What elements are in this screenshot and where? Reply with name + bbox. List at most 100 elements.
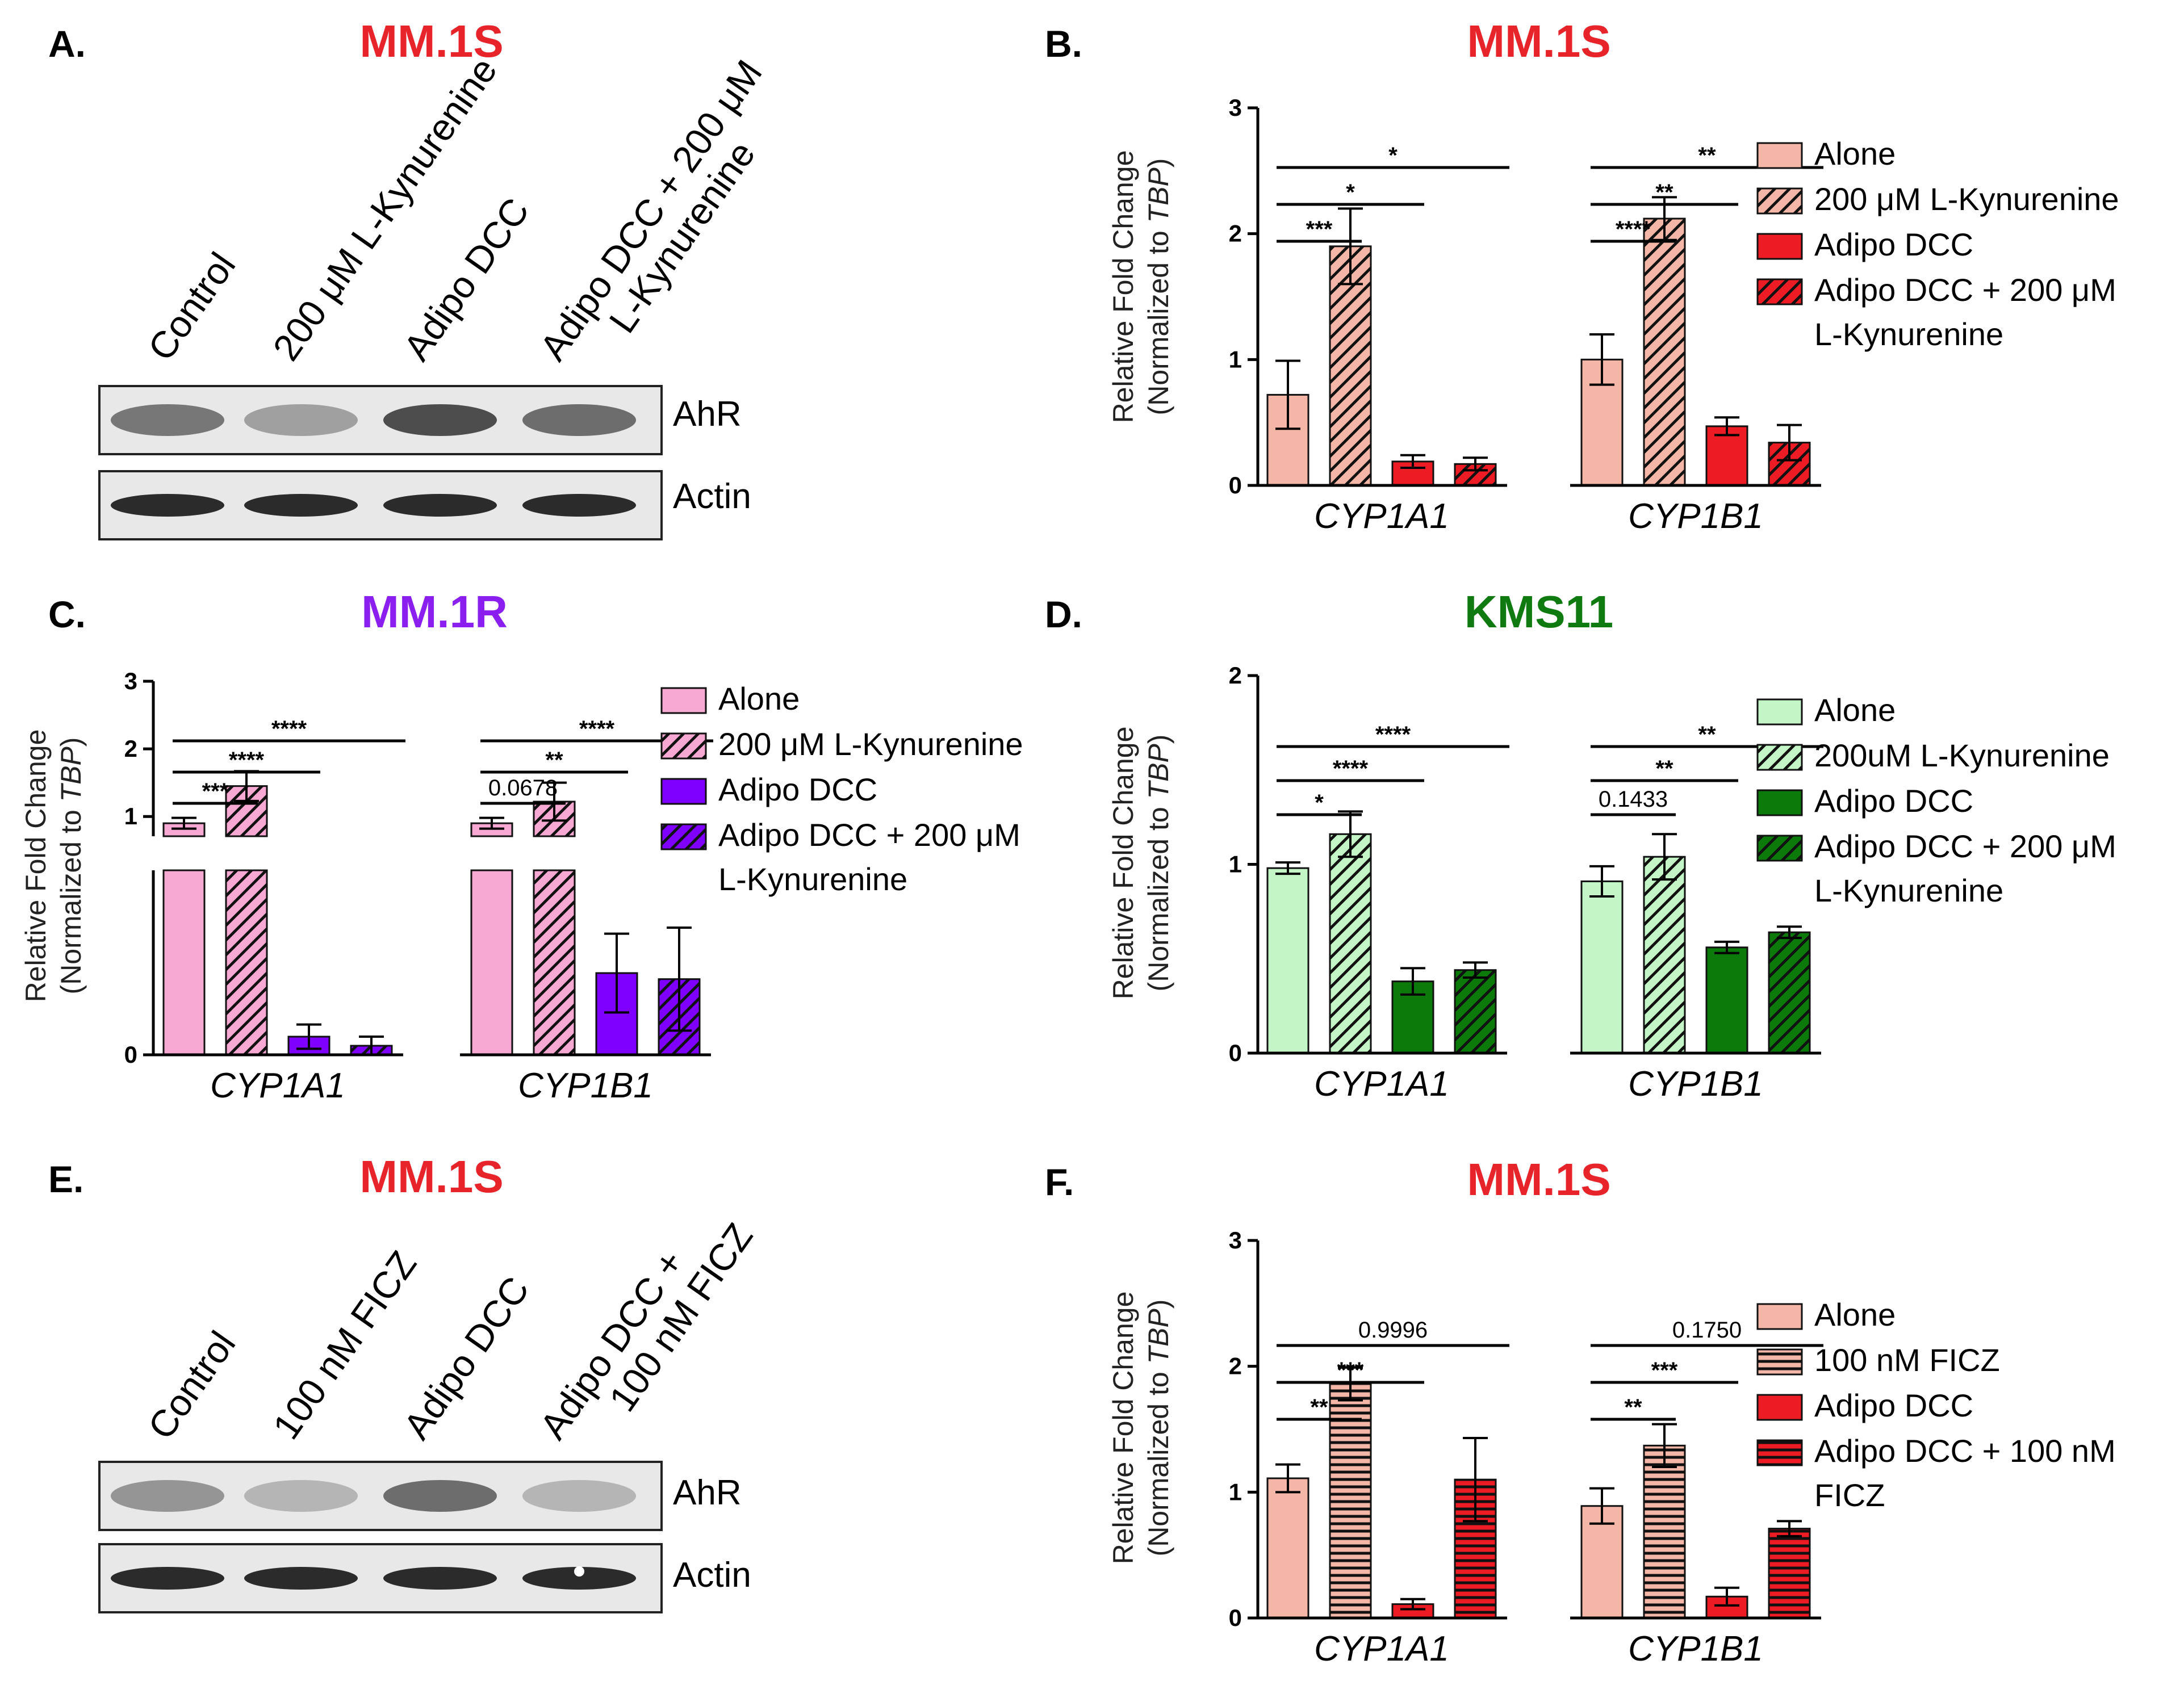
legend-label: Adipo DCC + 200 μM L-Kynurenine	[718, 817, 1020, 897]
bar	[1329, 245, 1372, 487]
legend-swatch	[1756, 744, 1803, 771]
y-axis-label: Relative Fold Change (Normalized to TBP)	[1107, 150, 1174, 424]
ahr-band	[383, 1480, 497, 1512]
x-category-label: CYP1A1	[1314, 1629, 1449, 1669]
y-tick-label: 0	[1229, 472, 1242, 498]
bar	[1454, 969, 1497, 1054]
actin-band	[111, 494, 224, 517]
significance-label: ***	[1651, 1358, 1678, 1383]
legend-label: Adipo DCC + 100 nM FICZ	[1814, 1433, 2116, 1513]
significance-label: **	[1624, 1395, 1642, 1420]
y-axis-label: Relative Fold Change (Normalized to TBP)	[20, 730, 87, 1003]
x-category-label: CYP1A1	[210, 1066, 345, 1105]
significance-label: 0.0678	[488, 775, 558, 800]
ahr-blot	[98, 1461, 663, 1531]
legend-label: Alone	[1814, 692, 1896, 728]
legend-label: 200 μM L-Kynurenine	[1814, 181, 2119, 217]
ahr-band	[383, 404, 497, 436]
y-axis-label: Relative Fold Change (Normalized to TBP)	[1107, 1292, 1174, 1565]
bar	[1643, 856, 1686, 1054]
ahr-label: AhR	[673, 1473, 742, 1512]
x-category-label: CYP1A1	[1314, 497, 1449, 536]
significance-label: **	[545, 748, 563, 773]
lane-label: Adipo DCC +100 nM FICZ	[532, 1192, 761, 1470]
significance-label: 0.9996	[1358, 1318, 1428, 1343]
chart-panel-b: B. MM.1S 0 1 2 3 Relative Fold Change (Normaliz…	[1045, 16, 2119, 536]
legend-swatch	[1756, 1348, 1803, 1376]
y-tick-label: 2	[1229, 662, 1242, 689]
legend-label: 200uM L-Kynurenine	[1814, 737, 2110, 773]
legend-label: Adipo DCC	[1814, 227, 1973, 262]
legend-swatch	[660, 823, 707, 850]
ahr-band	[111, 404, 224, 436]
lane-label: Control	[140, 245, 244, 368]
legend-label: Adipo DCC	[1814, 1387, 1973, 1423]
x-category-label: CYP1B1	[1628, 1629, 1763, 1669]
legend-swatch	[1756, 1394, 1803, 1421]
legend-label: Alone	[1814, 1297, 1896, 1332]
bar	[225, 869, 268, 1056]
legend-swatch	[1756, 142, 1803, 169]
actin-band	[522, 494, 636, 517]
legend-swatch	[1756, 1439, 1803, 1466]
significance-label: ****	[229, 748, 265, 773]
legend-label: Adipo DCC + 200 μM L-Kynurenine	[1814, 272, 2116, 352]
blot-artifact	[574, 1566, 584, 1577]
significance-label: ***	[1337, 1358, 1364, 1383]
bar	[1580, 358, 1624, 487]
ahr-band	[244, 404, 358, 436]
chart-panel-d: D. KMS11 0 1 2 Relative Fold Change (Normalize…	[1045, 586, 2116, 1104]
bar	[1266, 1477, 1309, 1619]
legend-swatch	[1756, 233, 1803, 260]
panel-title: MM.1R	[361, 586, 508, 637]
actin-band	[244, 494, 358, 517]
bar	[1705, 946, 1748, 1054]
legend-swatch	[660, 687, 707, 714]
lane-label: Control	[140, 1323, 244, 1447]
y-tick-label: 2	[1229, 1353, 1242, 1380]
actin-band	[383, 494, 497, 517]
legend-label: Adipo DCC	[718, 772, 877, 807]
ahr-band	[111, 1480, 224, 1512]
bar	[1643, 217, 1686, 487]
panel-letter: B.	[1045, 23, 1082, 65]
x-category-label: CYP1B1	[1628, 1064, 1763, 1104]
panel-letter: A.	[48, 23, 86, 65]
bar	[1266, 867, 1309, 1054]
y-tick-label: 2	[124, 735, 137, 762]
y-tick-label: 0	[1229, 1039, 1242, 1066]
lane-label: Adipo DCC	[395, 1269, 537, 1447]
chart-panel-f: F. MM.1S 0 1 2 3 Relative Fold Change (Normaliz…	[1045, 1154, 2116, 1669]
legend-swatch	[660, 732, 707, 760]
significance-label: 0.1433	[1599, 787, 1668, 812]
ahr-band	[244, 1480, 358, 1512]
significance-label: **	[1655, 756, 1673, 781]
legend-label: 100 nM FICZ	[1814, 1342, 2000, 1378]
actin-band	[244, 1567, 358, 1590]
y-tick-label: 2	[1229, 220, 1242, 247]
significance-label: ****	[1375, 722, 1411, 747]
ahr-label: AhR	[673, 395, 742, 434]
y-tick-label: 1	[124, 803, 137, 829]
legend-label: Alone	[718, 681, 800, 716]
actin-label: Actin	[673, 477, 751, 516]
significance-label: **	[1698, 143, 1716, 168]
significance-label: ****	[1333, 756, 1369, 781]
y-tick-label: 3	[1229, 1227, 1242, 1254]
panel-title: MM.1S	[359, 16, 503, 66]
ahr-band	[522, 1480, 636, 1512]
legend-label: Adipo DCC + 200 μM L-Kynurenine	[1814, 828, 2116, 908]
y-tick-label: 1	[1229, 346, 1242, 372]
bar	[162, 869, 206, 1056]
significance-label: ***	[1306, 217, 1333, 242]
panel-letter: C.	[48, 593, 86, 635]
y-tick-label: 1	[1229, 1478, 1242, 1505]
panel-letter: D.	[1045, 593, 1082, 635]
legend-swatch	[1756, 835, 1803, 862]
significance-label: ***	[202, 779, 229, 804]
y-tick-label: 0	[124, 1041, 137, 1068]
significance-label: 0.1750	[1672, 1318, 1742, 1343]
